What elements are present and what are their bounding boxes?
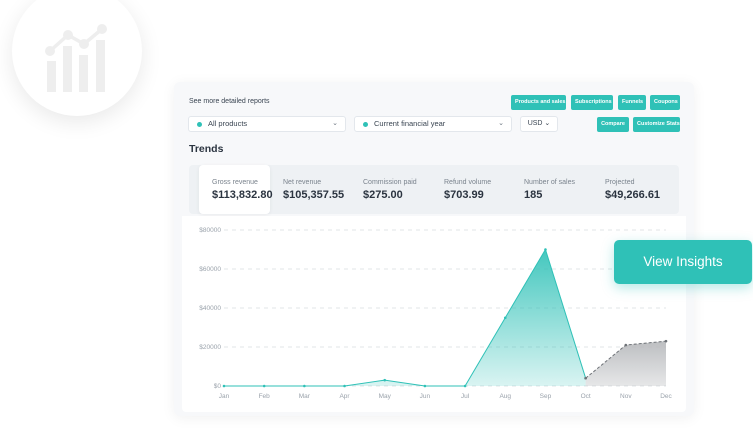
y-tick-label: $80000 <box>199 227 221 234</box>
x-tick-label: Aug <box>499 393 511 400</box>
stat-value: $275.00 <box>363 189 403 201</box>
stat-net-revenue[interactable]: Net revenue $105,357.55 <box>283 165 353 214</box>
revenue-area <box>224 249 586 386</box>
compare-button[interactable]: Compare <box>597 117 629 132</box>
x-tick-label: Apr <box>339 393 350 400</box>
revenue-point[interactable] <box>343 384 346 388</box>
stat-value: $105,357.55 <box>283 189 345 201</box>
y-tick-label: $40000 <box>199 305 221 312</box>
revenue-area-line <box>224 248 587 387</box>
x-tick-label: Oct <box>581 393 591 400</box>
x-tick-label: Jun <box>420 393 431 400</box>
stat-gross-revenue[interactable]: Gross revenue $113,832.80 <box>199 165 273 214</box>
x-tick-label: Feb <box>259 393 271 400</box>
stat-label: Net revenue <box>283 179 322 186</box>
section-title: Trends <box>189 143 224 155</box>
product-select[interactable]: All products ⌄ <box>188 116 346 132</box>
coupons-button[interactable]: Coupons <box>650 95 680 110</box>
x-tick-label: Nov <box>620 393 632 400</box>
revenue-point[interactable] <box>544 248 547 251</box>
stat-label: Refund volume <box>444 179 492 186</box>
projected-point[interactable] <box>624 343 628 347</box>
view-insights-button[interactable]: View Insights <box>614 240 752 284</box>
currency-select[interactable]: USD ⌄ <box>520 116 558 132</box>
x-tick-label: Jul <box>461 393 470 400</box>
app-logo <box>12 0 142 116</box>
projected-area <box>585 341 666 386</box>
stats-bar: Gross revenue $113,832.80 Net revenue $1… <box>189 165 679 214</box>
stat-label: Projected <box>605 179 635 186</box>
period-select-value: Current financial year <box>374 119 446 128</box>
revenue-point[interactable] <box>222 384 226 388</box>
stat-commission-paid[interactable]: Commission paid $275.00 <box>363 165 433 214</box>
revenue-point[interactable] <box>503 316 507 320</box>
y-tick-label: $60000 <box>199 266 221 273</box>
chart-logo-icon <box>45 24 107 92</box>
subscriptions-button[interactable]: Subscriptions <box>571 95 613 110</box>
stat-value: $113,832.80 <box>212 189 273 201</box>
stat-refund-volume[interactable]: Refund volume $703.99 <box>444 165 514 214</box>
revenue-point[interactable] <box>463 384 467 388</box>
chevron-down-icon: ⌄ <box>332 120 338 127</box>
detailed-reports-link[interactable]: See more detailed reports <box>189 98 270 105</box>
revenue-point[interactable] <box>262 384 266 388</box>
y-tick-label: $20000 <box>199 344 221 351</box>
x-tick-label: Sep <box>540 393 552 400</box>
product-select-value: All products <box>208 119 248 128</box>
reports-panel: See more detailed reports Products and s… <box>174 82 694 416</box>
stat-value: 185 <box>524 189 543 201</box>
projected-point[interactable] <box>584 376 587 380</box>
revenue-point[interactable] <box>303 384 306 388</box>
stat-label: Number of sales <box>524 179 575 186</box>
stat-label: Commission paid <box>363 179 417 186</box>
stat-number-of-sales[interactable]: Number of sales 185 <box>524 165 594 214</box>
period-select[interactable]: Current financial year ⌄ <box>354 116 512 132</box>
trends-chart: $0 $20000 $40000 $60000 $80000 Jan Feb Mar Apr Ma… <box>199 227 672 400</box>
stat-value: $49,266.61 <box>605 189 661 201</box>
status-dot <box>197 122 202 127</box>
products-and-sales-button[interactable]: Products and sales <box>511 95 566 110</box>
status-dot <box>363 122 368 127</box>
chevron-down-icon: ⌄ <box>542 120 551 127</box>
revenue-point[interactable] <box>383 378 387 382</box>
x-tick-label: Mar <box>299 393 311 400</box>
currency-value: USD <box>527 120 543 127</box>
stat-value: $703.99 <box>444 189 484 201</box>
x-tick-label: May <box>379 393 392 400</box>
x-tick-label: Jan <box>219 393 230 400</box>
x-tick-label: Dec <box>660 393 672 400</box>
customize-stats-button[interactable]: Customize Stats <box>633 117 680 132</box>
funnels-button[interactable]: Funnels <box>618 95 646 110</box>
trends-chart-area: $0 $20000 $40000 $60000 $80000 Jan Feb Mar Apr Ma… <box>182 216 686 412</box>
stat-label: Gross revenue <box>212 179 258 186</box>
revenue-point[interactable] <box>423 384 427 388</box>
y-tick-label: $0 <box>214 383 222 390</box>
stat-projected[interactable]: Projected $49,266.61 <box>605 165 675 214</box>
chevron-down-icon: ⌄ <box>498 120 504 127</box>
projected-point[interactable] <box>664 339 668 343</box>
